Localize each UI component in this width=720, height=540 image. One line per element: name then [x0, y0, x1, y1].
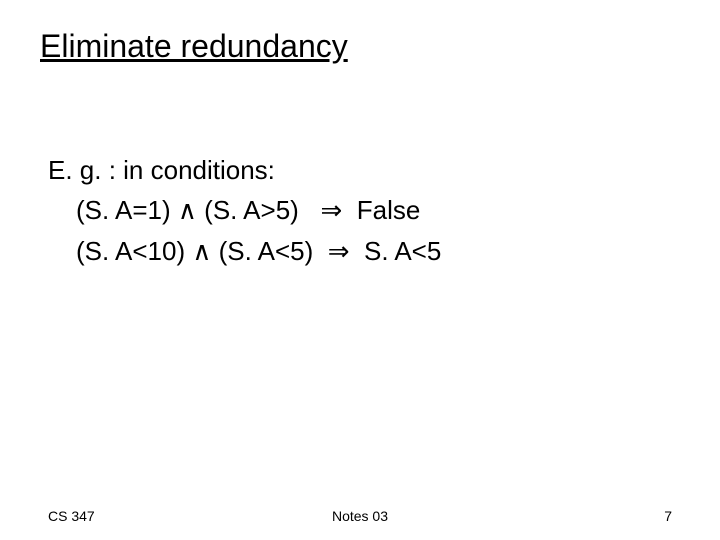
implies-icon: ⇒: [320, 195, 342, 225]
and-icon: ∧: [192, 236, 211, 266]
implies-icon: ⇒: [328, 236, 350, 266]
slide-body: E. g. : in conditions: (S. A=1) ∧ (S. A>…: [48, 150, 441, 271]
line2-lhs1: (S. A<10): [76, 236, 185, 266]
slide-title: Eliminate redundancy: [40, 28, 348, 65]
line1-lhs1: (S. A=1): [76, 195, 171, 225]
footer-right: 7: [664, 508, 672, 524]
line2-rhs: S. A<5: [364, 236, 441, 266]
line1-lhs2: (S. A>5): [204, 195, 299, 225]
body-intro: E. g. : in conditions:: [48, 150, 441, 190]
condition-line-2: (S. A<10) ∧ (S. A<5) ⇒ S. A<5: [48, 231, 441, 271]
condition-line-1: (S. A=1) ∧ (S. A>5) ⇒ False: [48, 190, 441, 230]
line1-rhs: False: [357, 195, 421, 225]
and-icon: ∧: [178, 195, 197, 225]
slide: Eliminate redundancy E. g. : in conditio…: [0, 0, 720, 540]
footer-center: Notes 03: [0, 508, 720, 524]
line2-lhs2: (S. A<5): [219, 236, 314, 266]
